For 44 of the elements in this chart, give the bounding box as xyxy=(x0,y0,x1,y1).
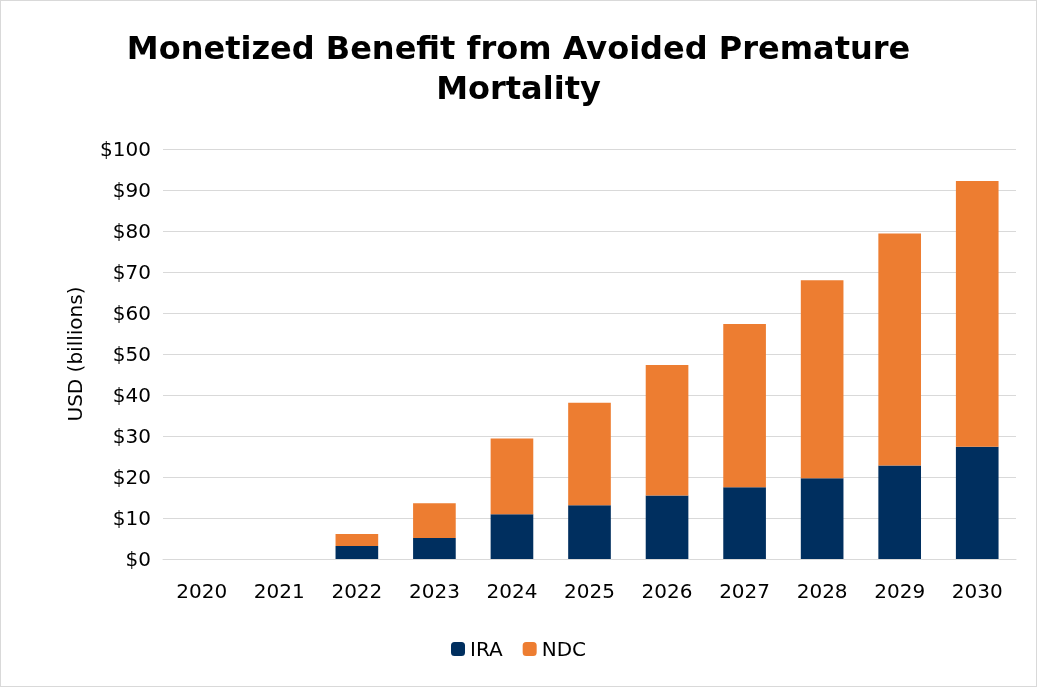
x-tick-label: 2024 xyxy=(486,579,538,603)
y-tick-label: $70 xyxy=(112,260,151,284)
bar xyxy=(335,545,379,559)
bar xyxy=(413,503,456,539)
legend-label: IRA xyxy=(470,637,503,661)
bar xyxy=(490,514,534,559)
x-tick-label: 2021 xyxy=(253,579,305,603)
y-tick-label: $90 xyxy=(112,178,151,202)
bar xyxy=(955,180,999,447)
x-tick-label: 2027 xyxy=(719,579,771,603)
bar xyxy=(413,538,456,559)
bar xyxy=(878,233,922,466)
x-tick-label: 2020 xyxy=(176,579,228,603)
bar xyxy=(878,465,922,559)
bar xyxy=(335,533,379,546)
y-tick-label: $20 xyxy=(112,465,151,489)
bar xyxy=(723,324,766,488)
chart-title: Monetized Benefit from Avoided Premature Mortality xyxy=(126,29,911,107)
y-axis-title: USD (billions) xyxy=(63,286,87,422)
x-tick-label: 2028 xyxy=(796,579,848,603)
x-tick-label: 2025 xyxy=(564,579,615,603)
x-tick-label: 2023 xyxy=(408,579,460,603)
bar xyxy=(955,446,999,559)
bar xyxy=(800,280,844,479)
bar xyxy=(568,402,611,506)
y-tick-label: $60 xyxy=(112,301,151,325)
y-tick-label: $50 xyxy=(112,342,151,366)
bar xyxy=(490,438,534,515)
x-tick-label: 2029 xyxy=(874,579,926,603)
x-tick-label: 2026 xyxy=(641,579,693,603)
x-tick-label: 2030 xyxy=(951,579,1003,603)
x-tick-label: 2022 xyxy=(331,579,383,603)
y-tick-label: $10 xyxy=(112,506,151,530)
bar xyxy=(723,487,766,559)
bar xyxy=(645,365,689,496)
bar xyxy=(800,478,844,559)
y-tick-label: $40 xyxy=(112,383,151,407)
legend-label: NDC xyxy=(541,637,586,661)
y-tick-label: $100 xyxy=(100,137,151,161)
y-tick-label: $30 xyxy=(112,424,151,448)
bar xyxy=(568,505,611,559)
bar xyxy=(645,495,689,559)
y-tick-label: $0 xyxy=(125,547,151,571)
y-tick-label: $80 xyxy=(112,219,151,243)
